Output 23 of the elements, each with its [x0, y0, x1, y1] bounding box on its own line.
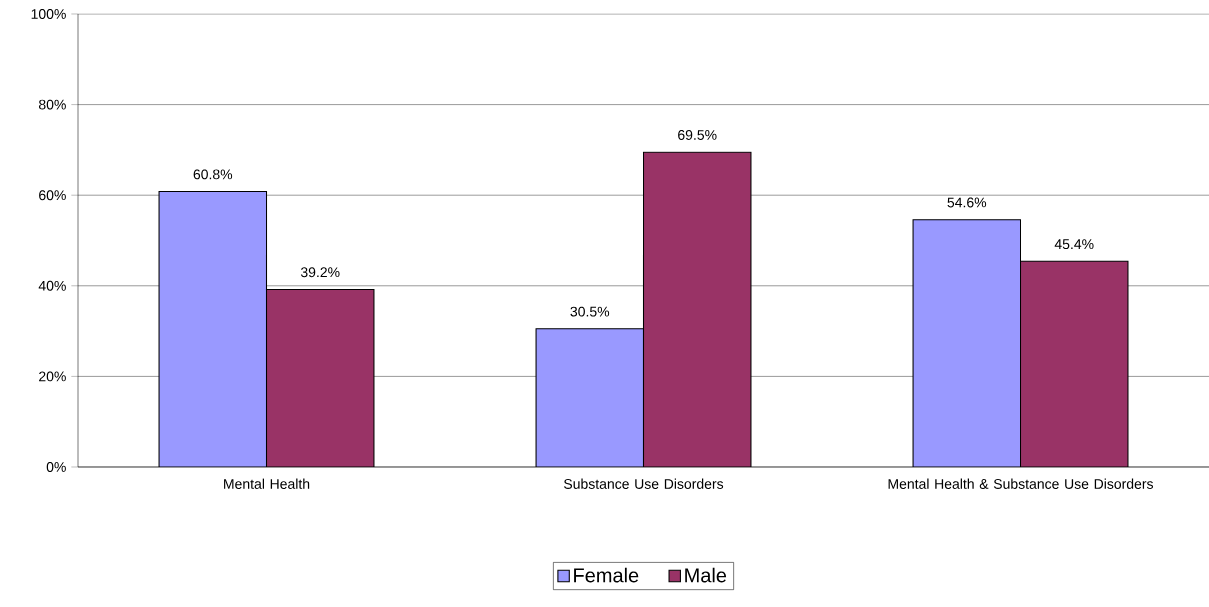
data-label: 69.5% [678, 129, 717, 140]
bar [265, 288, 375, 467]
bar [535, 328, 645, 467]
bar [158, 191, 268, 467]
y-tick-label: 60% [39, 190, 66, 201]
x-tick-label: Mental Health [224, 478, 310, 489]
legend-label: Female [574, 567, 639, 583]
bar [1019, 260, 1129, 467]
y-tick-label: 0% [46, 462, 66, 472]
bar [912, 219, 1022, 467]
data-label: 39.2% [300, 267, 340, 278]
bar [642, 151, 752, 467]
data-label: 30.5% [570, 306, 610, 317]
x-tick-label: Substance Use Disorders [563, 478, 724, 489]
y-tick-label: 20% [39, 371, 66, 382]
data-label: 45.4% [1054, 239, 1094, 250]
data-label: 54.6% [947, 197, 987, 208]
legend-label: Male [685, 567, 727, 583]
y-tick-label: 80% [38, 99, 66, 110]
y-tick-label: 40% [38, 280, 66, 291]
data-label: 60.8% [193, 169, 233, 180]
y-tick-label: 100% [31, 9, 66, 19]
x-tick-label: Mental Health & Substance Use Disorders [888, 478, 1153, 489]
